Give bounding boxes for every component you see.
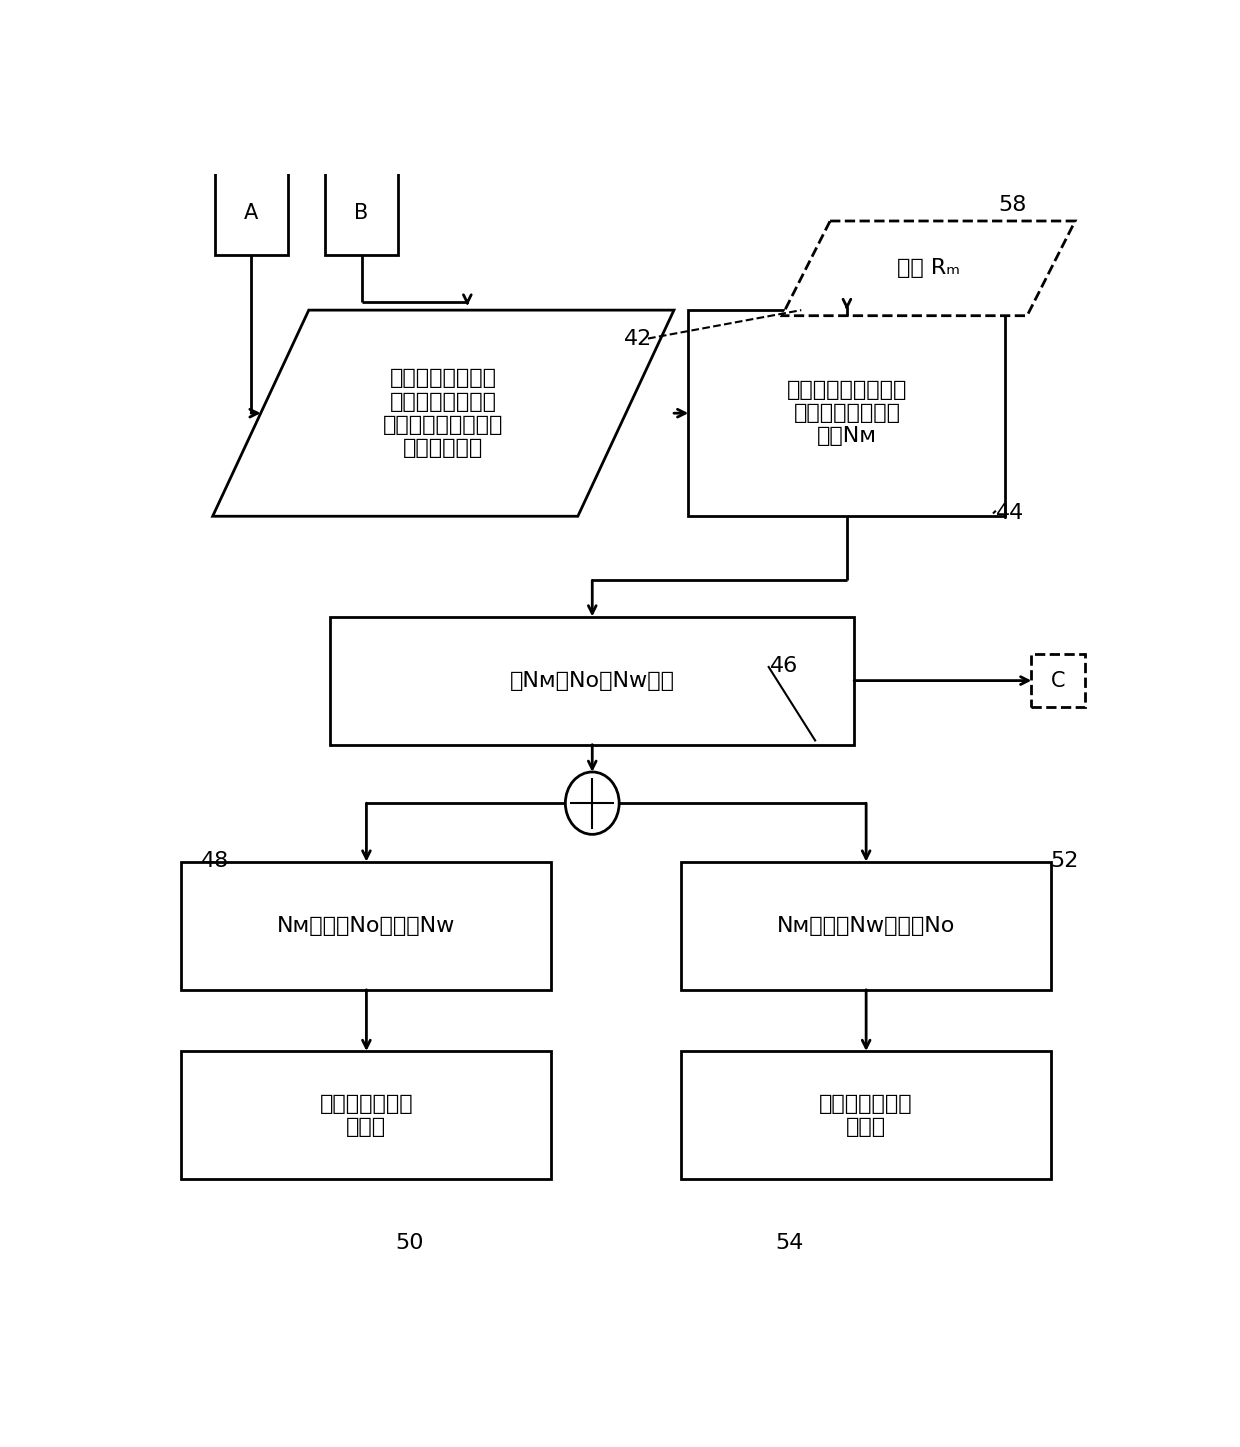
Text: Nᴍ更靠近No而不是Nw: Nᴍ更靠近No而不是Nw (278, 916, 455, 936)
Text: C: C (1052, 670, 1065, 690)
Text: 把Nᴍ与No及Nw比较: 把Nᴍ与No及Nw比较 (510, 670, 675, 690)
Text: Nᴍ更靠近Nᴡ而不是Nᴏ: Nᴍ更靠近Nᴡ而不是Nᴏ (777, 916, 955, 936)
Text: B: B (355, 203, 368, 223)
Bar (215, 171, 288, 255)
Bar (681, 861, 1052, 990)
Text: 输入数据－在正常
生产期间预定单位
时间段期间所感测的
被动微震事件: 输入数据－在正常 生产期间预定单位 时间段期间所感测的 被动微震事件 (383, 369, 503, 459)
Bar (325, 171, 398, 255)
Text: 46: 46 (770, 655, 799, 676)
Bar (181, 1051, 552, 1179)
Text: 42: 42 (624, 328, 652, 349)
Bar (181, 861, 552, 990)
Bar (1032, 654, 1085, 708)
Text: 可归因于油移动
的事件: 可归因于油移动 的事件 (320, 1094, 413, 1137)
Bar (330, 616, 854, 745)
Text: 可归因于水移动
的事件: 可归因于水移动 的事件 (820, 1094, 913, 1137)
Polygon shape (782, 221, 1075, 315)
Bar (681, 1051, 1052, 1179)
Text: 58: 58 (998, 195, 1027, 214)
Text: 54: 54 (775, 1233, 804, 1253)
Text: 52: 52 (1050, 851, 1079, 871)
Text: 50: 50 (396, 1233, 424, 1253)
Text: 震级 Rₘ: 震级 Rₘ (897, 259, 960, 278)
Bar (688, 310, 1006, 517)
Text: 48: 48 (201, 851, 229, 871)
Polygon shape (213, 310, 675, 517)
Text: A: A (244, 203, 258, 223)
Text: 44: 44 (996, 504, 1024, 524)
Text: 确定预定单位时间段
期间监视的事件的
数量Nᴍ: 确定预定单位时间段 期间监视的事件的 数量Nᴍ (786, 381, 908, 446)
